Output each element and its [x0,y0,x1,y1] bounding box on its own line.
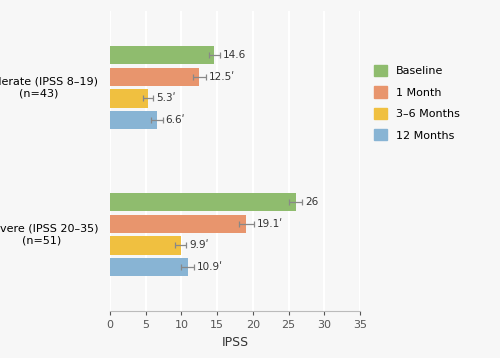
Text: 9.9ʹ: 9.9ʹ [190,241,209,251]
Bar [110,258,188,276]
Bar [110,111,157,129]
Text: 5.3ʹ: 5.3ʹ [156,93,175,103]
Text: 26: 26 [305,197,318,207]
Text: 6.6ʹ: 6.6ʹ [166,115,185,125]
Bar [110,46,214,64]
Bar [110,236,180,255]
X-axis label: IPSS: IPSS [222,336,248,349]
Bar [110,89,148,108]
Bar [110,68,200,86]
Text: 10.9ʹ: 10.9ʹ [197,262,223,272]
Text: 14.6: 14.6 [223,50,246,60]
Legend: Baseline, 1 Month, 3–6 Months, 12 Months: Baseline, 1 Month, 3–6 Months, 12 Months [370,62,464,144]
Text: 19.1ʹ: 19.1ʹ [257,219,283,229]
Bar [110,214,246,233]
Text: 12.5ʹ: 12.5ʹ [208,72,234,82]
Bar [110,193,296,211]
